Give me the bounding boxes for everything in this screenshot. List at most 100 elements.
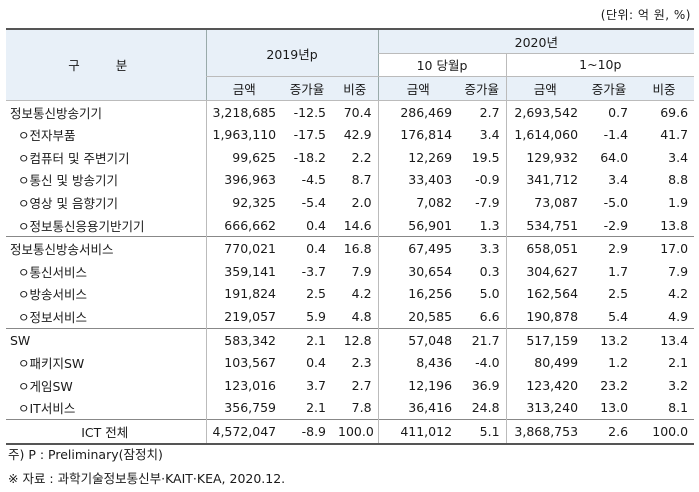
- cell-share-ytd: 4.2: [668, 286, 689, 302]
- total-row: ICT 전체 4,572,047 -8.9 100.0 411,012 5.1 3,868,…: [6, 419, 695, 445]
- cell-growth-oct: 1.3: [479, 217, 500, 233]
- cell-share-2019: 100.0: [332, 419, 379, 445]
- footnote-preliminary: 주) P : Preliminary(잠정치): [8, 447, 163, 462]
- row-label: ㅇ패키지SW: [18, 356, 85, 372]
- cell-growth-oct: 36.9: [471, 377, 500, 393]
- subcategory-row: ㅇIT서비스 356,759 2.1 7.8 36,416 24.8 313,240 13.0…: [6, 396, 694, 420]
- cell-share-2019: 4.2: [351, 286, 372, 302]
- cell-growth-2019: 5.9: [306, 308, 326, 324]
- subcategory-row: ㅇ통신 및 방송기기 396,963 -4.5 8.7 33,403 -0.9 341,71…: [6, 168, 694, 192]
- cell-amount-ytd: 129,932: [505, 145, 585, 169]
- cell-amount-2019: 92,325: [205, 191, 282, 214]
- cell-amount-oct: 33,403: [377, 168, 459, 192]
- cell-share-ytd: 8.8: [668, 172, 689, 188]
- header-category: 구 분: [6, 27, 206, 101]
- cell-growth-ytd: 2.6: [584, 419, 635, 445]
- cell-amount-oct: 7,082: [377, 191, 459, 214]
- row-label: ㅇ방송서비스: [18, 287, 88, 303]
- header-row-1: 구 분 2019년p 2020년: [6, 27, 695, 101]
- cell-share-2019: 4.8: [351, 308, 372, 324]
- cell-share-2019: 42.9: [343, 127, 372, 143]
- cell-share-2019: 2.2: [351, 149, 372, 165]
- cell-amount-2019: 359,141: [205, 259, 282, 283]
- cell-amount-2019: 123,016: [205, 373, 282, 397]
- cell-share-ytd: 7.9: [668, 263, 689, 279]
- cell-amount-ytd: 341,712: [505, 168, 585, 192]
- cell-growth-oct: 6.6: [479, 308, 500, 324]
- cell-amount-ytd: 304,627: [505, 259, 585, 283]
- cell-amount-ytd: 73,087: [505, 191, 585, 214]
- cell-amount-oct: 36,416: [377, 396, 459, 420]
- cell-growth-2019: -17.5: [293, 127, 326, 143]
- cell-amount-oct: 286,469: [377, 99, 459, 124]
- cell-amount-oct: 16,256: [377, 282, 459, 306]
- subcategory-row: ㅇ정보서비스 219,057 5.9 4.8 20,585 6.6 190,878 5.4 4.…: [6, 305, 694, 329]
- cell-share-2019: 2.0: [351, 194, 372, 210]
- cell-growth-ytd: -1.4: [603, 127, 629, 143]
- cell-amount-ytd: 534,751: [505, 213, 585, 237]
- header-share: 비중: [634, 76, 695, 101]
- cell-growth-2019: 2.5: [306, 286, 326, 302]
- unit-note: (단위: 억 원, %): [600, 8, 691, 22]
- cell-growth-ytd: 13.0: [600, 400, 629, 416]
- cell-share-2019: 14.6: [343, 217, 372, 233]
- cell-share-ytd: 13.8: [660, 217, 689, 233]
- cell-growth-oct: 2.7: [458, 99, 507, 124]
- cell-share-2019: 7.9: [351, 263, 372, 279]
- cell-growth-ytd: 5.4: [608, 308, 629, 324]
- cell-share-ytd: 3.2: [668, 377, 689, 393]
- cell-growth-oct: 19.5: [471, 149, 500, 165]
- header-growth: 증가율: [584, 76, 635, 101]
- cell-growth-2019: -3.7: [301, 263, 326, 279]
- row-label: ICT 전체: [6, 419, 206, 445]
- cell-amount-ytd: 190,878: [505, 305, 585, 329]
- cell-share-2019: 8.7: [351, 172, 372, 188]
- subcategory-row: ㅇ통신서비스 359,141 -3.7 7.9 30,654 0.3 304,627 1.7 7…: [6, 259, 694, 283]
- cell-share-2019: 2.7: [351, 377, 372, 393]
- row-label: ㅇ통신 및 방송기기: [18, 173, 118, 189]
- footnote-source: ※ 자료 : 과학기술정보통신부·KAIT·KEA, 2020.12.: [8, 471, 286, 486]
- header-amount: 금액: [505, 76, 585, 101]
- cell-share-2019: 7.8: [351, 400, 372, 416]
- cell-growth-ytd: 23.2: [600, 377, 629, 393]
- cell-share-ytd: 8.1: [668, 400, 689, 416]
- cell-share-2019: 12.8: [332, 327, 379, 352]
- cell-amount-ytd: 313,240: [505, 396, 585, 420]
- row-label: ㅇ게임SW: [18, 378, 73, 394]
- cell-amount-ytd: 1,614,060: [505, 123, 585, 146]
- cell-share-ytd: 100.0: [634, 419, 695, 445]
- cell-amount-2019: 3,218,685: [205, 99, 282, 124]
- header-amount: 금액: [205, 76, 282, 101]
- row-label: ㅇ정보통신응용기반기기: [18, 218, 145, 234]
- cell-amount-ytd: 80,499: [505, 351, 585, 374]
- cell-growth-ytd: 3.4: [608, 172, 629, 188]
- cell-growth-ytd: 64.0: [600, 149, 629, 165]
- cell-growth-ytd: -5.0: [603, 194, 629, 210]
- row-label: ㅇ영상 및 음향기기: [18, 195, 118, 211]
- cell-growth-ytd: 1.7: [608, 263, 629, 279]
- cell-amount-2019: 191,824: [205, 282, 282, 306]
- subcategory-row: ㅇ정보통신응용기반기기 666,662 0.4 14.6 56,901 1.3 534,75…: [6, 213, 694, 237]
- cell-growth-2019: -5.4: [301, 194, 326, 210]
- cell-growth-2019: -12.5: [282, 99, 332, 124]
- subcategory-row: ㅇ패키지SW 103,567 0.4 2.3 8,436 -4.0 80,499 1.2 2.1: [6, 351, 694, 374]
- row-label: ㅇIT서비스: [18, 401, 76, 417]
- header-share: 비중: [332, 76, 379, 101]
- header-2019: 2019년p: [205, 28, 379, 78]
- cell-amount-2019: 103,567: [205, 351, 282, 374]
- cell-growth-oct: 5.1: [458, 419, 507, 445]
- cell-growth-2019: 0.4: [306, 217, 326, 233]
- cell-growth-oct: -7.9: [475, 194, 500, 210]
- cell-amount-2019: 666,662: [205, 213, 282, 237]
- cell-growth-2019: 0.4: [306, 355, 326, 371]
- cell-growth-2019: 2.1: [306, 400, 326, 416]
- cell-amount-ytd: 123,420: [505, 373, 585, 397]
- cell-amount-oct: 20,585: [377, 305, 459, 329]
- cell-amount-oct: 176,814: [377, 123, 459, 146]
- cell-amount-oct: 12,269: [377, 145, 459, 169]
- cell-amount-2019: 396,963: [205, 168, 282, 192]
- cell-amount-oct: 8,436: [377, 351, 459, 374]
- category-row: SW 583,342 2.1 12.8 57,048 21.7 517,159 13.2 13.…: [6, 327, 695, 352]
- cell-amount-oct: 67,495: [377, 236, 459, 260]
- header-ytd: 1~10p: [505, 53, 695, 78]
